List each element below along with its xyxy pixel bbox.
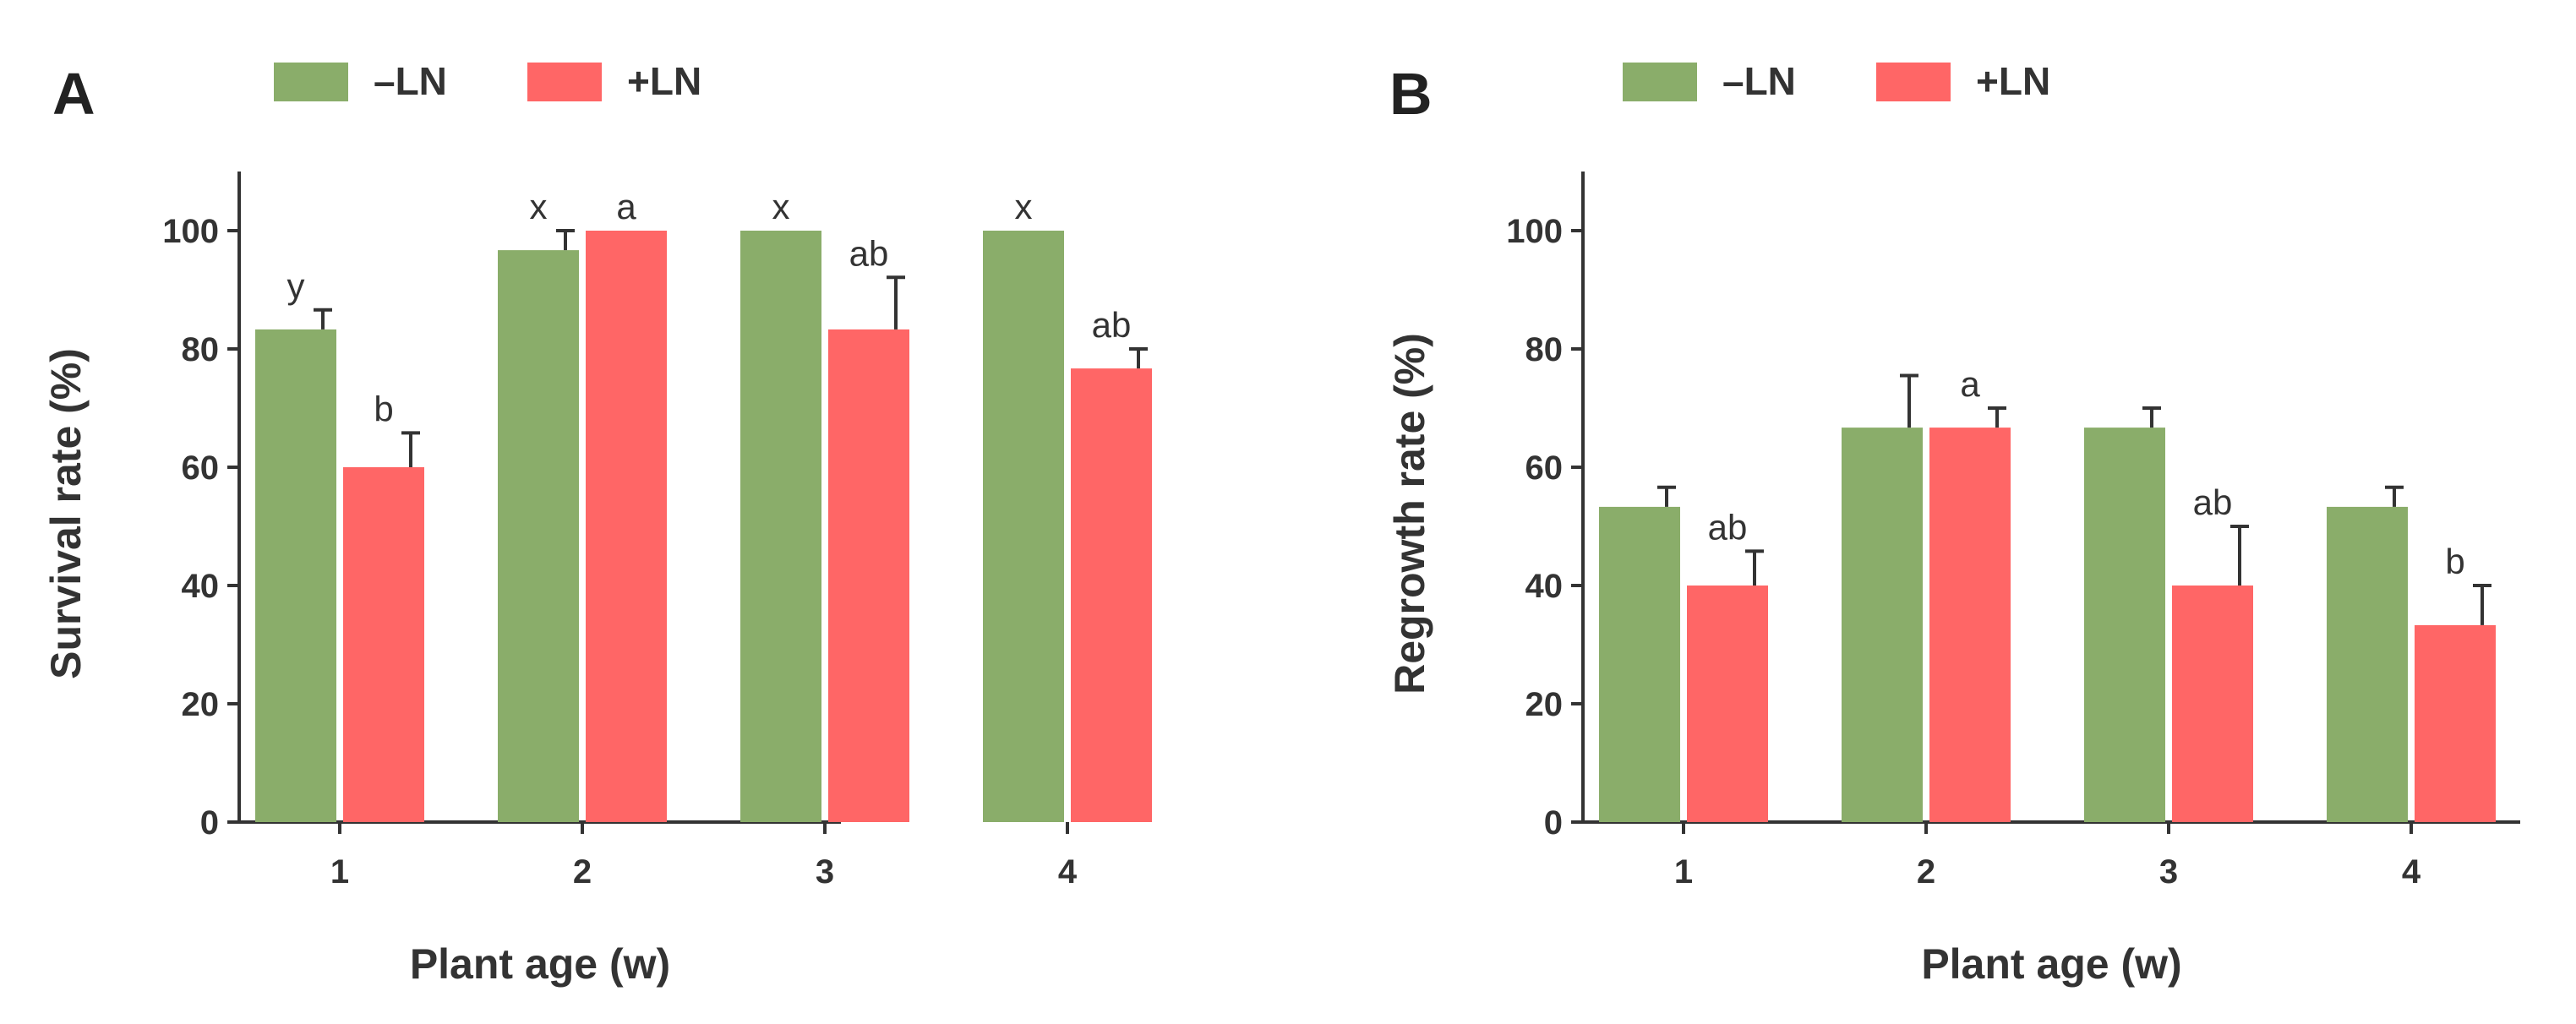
bar-minus-ln-3 [2084, 428, 2165, 822]
legend: –LN +LN [274, 59, 701, 103]
y-tick-label: 60 [1525, 449, 1564, 487]
significance-label: b [374, 389, 393, 428]
bar-plus-ln-1 [1687, 586, 1768, 822]
chart-panel-a: A –LN +LN 0 20 40 60 80 100 y b 1 x a 2 x ab 3 x ab 4 Plant a… [42, 59, 1152, 988]
significance-label: a [1960, 364, 1980, 404]
bar-minus-ln-1 [255, 329, 336, 822]
bar-plus-ln-4 [1071, 368, 1152, 823]
bar-plus-ln-4 [2415, 624, 2496, 822]
x-tick-label: 4 [1058, 853, 1078, 891]
legend-swatch [1876, 63, 1951, 101]
y-tick-label: 0 [1544, 804, 1563, 842]
legend-label: +LN [627, 59, 701, 103]
significance-label: b [2445, 542, 2464, 581]
bar-minus-ln-4 [983, 231, 1064, 822]
y-tick-label: 40 [182, 568, 220, 605]
bar-minus-ln-3 [740, 231, 821, 822]
legend-swatch [274, 63, 348, 101]
legend-swatch [1623, 63, 1697, 101]
x-tick-label: 1 [330, 853, 349, 891]
x-tick-label: 4 [2402, 853, 2421, 891]
significance-label: ab [1708, 507, 1748, 547]
bar-minus-ln-1 [1599, 506, 1680, 822]
significance-label: y [287, 266, 305, 306]
legend-label: +LN [1976, 59, 2050, 103]
bar-plus-ln-2 [1929, 428, 2011, 822]
y-tick-label: 80 [1525, 331, 1564, 368]
y-tick-label: 20 [182, 686, 220, 723]
bar-plus-ln-3 [828, 329, 909, 822]
x-tick-label: 2 [573, 853, 592, 891]
bar-minus-ln-4 [2327, 506, 2408, 822]
bar-plus-ln-3 [2172, 586, 2253, 822]
significance-label: x [1015, 187, 1033, 226]
significance-label: a [616, 187, 636, 226]
significance-label: ab [1092, 305, 1132, 345]
bar-minus-ln-2 [498, 250, 579, 823]
y-tick-label: 40 [1525, 568, 1564, 605]
legend-label: –LN [1722, 59, 1796, 103]
y-tick-label: 20 [1525, 686, 1564, 723]
bar-plus-ln-2 [586, 231, 667, 822]
y-tick-label: 0 [200, 804, 219, 842]
significance-label: ab [849, 233, 889, 273]
x-tick-label: 3 [816, 853, 834, 891]
y-tick-label: 100 [162, 213, 219, 250]
chart-panel-b: B –LN +LN 0 20 40 60 80 100 ab 1 a 2 ab 3 b 4 Plant age (… [1386, 59, 2520, 988]
panel-letter: A [52, 61, 96, 127]
x-axis-title: Plant age (w) [1921, 940, 2181, 988]
panel-letter: B [1389, 61, 1433, 127]
bar-minus-ln-2 [1842, 428, 1923, 822]
significance-label: x [772, 187, 790, 226]
y-tick-label: 100 [1506, 213, 1563, 250]
bar-plus-ln-1 [343, 467, 424, 822]
y-axis-title: Survival rate (%) [42, 348, 90, 679]
y-tick-label: 80 [182, 331, 220, 368]
legend-swatch [527, 63, 602, 101]
y-axis-title: Regrowth rate (%) [1386, 333, 1433, 694]
x-tick-label: 1 [1674, 853, 1693, 891]
y-tick-label: 60 [182, 449, 220, 487]
significance-label: x [530, 187, 548, 226]
legend-label: –LN [374, 59, 447, 103]
x-tick-label: 2 [1917, 853, 1935, 891]
legend: –LN +LN [1623, 59, 2050, 103]
significance-label: ab [2193, 482, 2233, 522]
x-axis-title: Plant age (w) [410, 940, 670, 988]
x-tick-label: 3 [2159, 853, 2178, 891]
